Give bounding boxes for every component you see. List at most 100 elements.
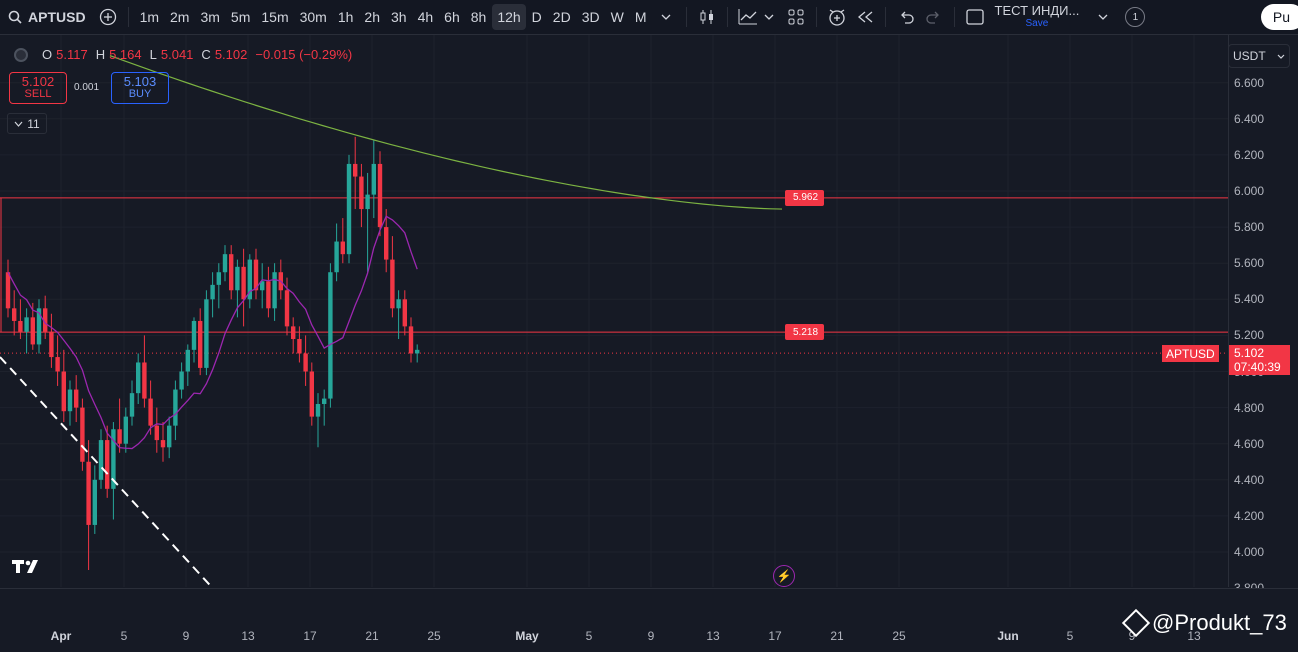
candle-down [55,357,60,372]
indicators-dropdown[interactable] [762,4,776,30]
chevron-down-icon [661,14,670,20]
price-axis-label: 6.600 [1234,75,1265,90]
separator [127,7,129,27]
compare-button[interactable] [94,4,122,30]
time-axis[interactable] [0,588,1298,652]
candle-up [67,389,73,412]
interval-2m[interactable]: 2m [170,9,190,25]
candle-down [266,281,271,309]
indicators-button[interactable] [734,4,762,30]
lightning-icon[interactable]: ⚡ [773,565,795,587]
watermark-text: @Produkt_73 [1152,610,1287,635]
open-value: 5.117 [56,47,88,62]
interval-2h[interactable]: 2h [364,9,380,25]
price-axis-label: 4.800 [1234,400,1265,415]
change-value: −0.015 (−0.29%) [255,47,353,62]
candle-up [396,299,401,309]
interval-3m[interactable]: 3m [200,9,220,25]
rewind-icon [857,11,872,23]
time-axis-label: May [515,629,539,643]
tradingview-logo[interactable] [12,558,44,579]
candle-up [222,254,228,273]
candle-down [359,176,364,210]
price-axis-label: 4.400 [1234,472,1265,487]
candle-down [241,266,246,300]
currency-select[interactable]: USDT [1228,44,1290,68]
sell-button[interactable]: 5.102 SELL [9,72,67,104]
interval-2D[interactable]: 2D [552,9,571,25]
candle-down [340,241,345,255]
candle-up [415,349,420,354]
interval-D[interactable]: D [531,9,542,25]
candle-up [272,272,277,309]
publish-button[interactable]: Pu [1260,4,1298,30]
price-axis-label: 6.400 [1234,111,1265,126]
horizontal-line-label[interactable]: 5.218 [785,324,825,341]
interval-8h[interactable]: 8h [470,9,487,25]
interval-3h[interactable]: 3h [391,9,407,25]
candle-down [253,259,259,291]
candle-down [160,440,166,448]
interval-3D[interactable]: 3D [581,9,600,25]
close-value: 5.102 [214,47,248,62]
interval-12h[interactable]: 12h [492,4,526,30]
candle-up [24,317,29,332]
interval-1h[interactable]: 1h [337,9,354,25]
time-axis-label: 21 [365,629,379,643]
watermark: @Produkt_73 [1121,608,1287,638]
chart-pane[interactable] [0,35,1228,587]
candles-icon [700,10,713,24]
visibility-icon[interactable] [14,47,28,62]
indicators-toggle[interactable]: 11 [7,113,47,134]
interval-6h[interactable]: 6h [444,9,460,25]
price-axis-label: 5.200 [1234,328,1265,343]
time-axis-label: 13 [706,629,720,643]
candle-down [80,407,85,462]
candle-up [216,272,221,285]
interval-15m[interactable]: 15m [261,9,289,25]
intervals-dropdown[interactable] [652,4,680,30]
low-label: L [149,47,157,62]
price-axis-label: 5.400 [1234,292,1265,307]
last-price-symbol: APTUSD [1162,345,1219,362]
sell-label: SELL [24,88,52,100]
candle-up [191,320,197,350]
layout-button[interactable] [961,4,989,30]
candle-down [198,320,203,368]
price-axis-label: 5.600 [1234,256,1265,271]
close-label: C [201,47,211,62]
ohlc-legend: O 5.117 H 5.164 L 5.041 C 5.102 −0.015 (−0.2… [14,47,356,62]
alerts-count-badge[interactable]: 1 [1125,7,1146,27]
plus-circle-icon [99,8,116,26]
chart-type-button[interactable] [693,4,721,30]
interval-30m[interactable]: 30m [299,9,327,25]
top-toolbar: APTUSD 1m 2m 3m 5m 15m 30m 1h 2h 3h 4h 6h 8h 12h D 2D 3… [0,0,1298,35]
alert-button[interactable] [823,4,851,30]
interval-4h[interactable]: 4h [417,9,434,25]
buy-button[interactable]: 5.103 BUY [111,72,169,104]
candle-up [173,389,178,426]
candle-up [322,398,327,404]
interval-W[interactable]: W [610,9,624,25]
templates-button[interactable] [782,4,810,30]
interval-1m[interactable]: 1m [139,9,160,25]
undo-button[interactable] [892,4,920,30]
time-axis-label: 5 [585,629,593,643]
separator [884,7,886,27]
candle-down [74,389,79,408]
moving-average-long [109,55,783,210]
candle-up [36,308,42,345]
horizontal-line-label[interactable]: 5.962 [785,189,825,206]
candle-down [353,163,358,177]
redo-button[interactable] [920,4,948,30]
layout-dropdown[interactable] [1089,4,1117,30]
interval-5m[interactable]: 5m [230,9,251,25]
watermark-diamond-icon [1121,608,1151,638]
layout-name[interactable]: ТЕСТ ИНДИ... Save [995,4,1080,30]
price-axis[interactable] [1228,35,1298,587]
symbol-search[interactable]: APTUSD [0,9,94,25]
interval-M[interactable]: M [634,9,647,25]
replay-button[interactable] [851,4,879,30]
candle-down [284,290,290,327]
price-chart [0,35,1228,587]
